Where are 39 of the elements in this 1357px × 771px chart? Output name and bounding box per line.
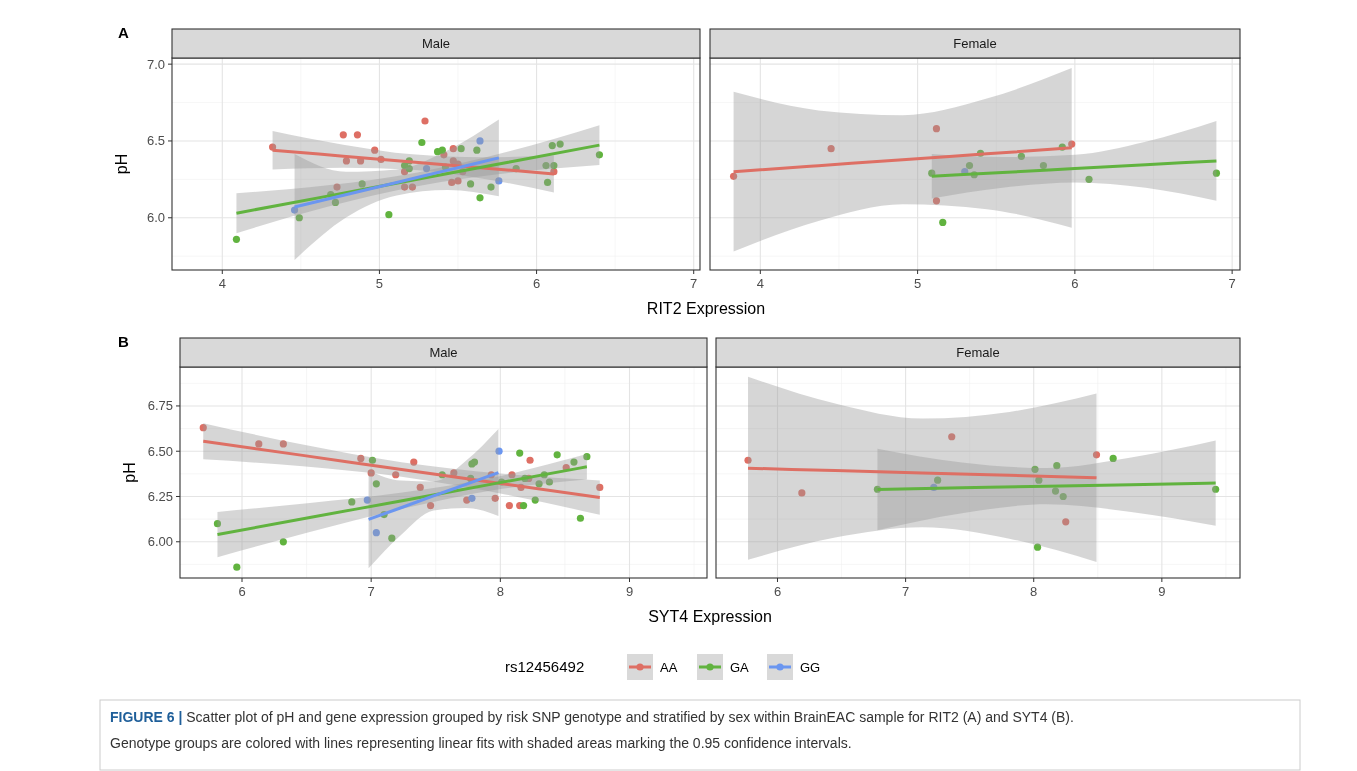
- x-tick-label: 6: [773, 584, 782, 599]
- x-tick-label: 7: [902, 584, 910, 599]
- x-tick-label: 6: [238, 584, 246, 599]
- legend-title: rs12456492: [505, 658, 585, 675]
- chart-title: Male: [421, 36, 451, 51]
- x-tick-label: 8: [496, 584, 504, 599]
- x-axis-title: RIT2 Expression: [646, 300, 766, 317]
- x-tick-label: 6: [532, 276, 541, 291]
- y-tick-label: 6.0: [146, 210, 165, 226]
- chart-title: Female: [953, 36, 997, 51]
- x-axis-title: SYT4 Expression: [648, 608, 772, 625]
- caption: FIGURE 6 | Scatter plot of pH and gene expression grouped by risk SNP genotype and stratified by sex within BrainEAC sample for RIT2 (A) and SYT4 (B).: [110, 709, 1074, 725]
- x-tick-label: 7: [690, 276, 698, 291]
- legend-label: AA: [660, 660, 678, 675]
- y-tick-label: 6.25: [147, 489, 173, 504]
- y-tick-label: 6.5: [146, 133, 165, 149]
- y-tick-label: 6.50: [147, 443, 173, 459]
- chart-title: Male: [429, 345, 458, 360]
- x-tick-label: 8: [1030, 584, 1038, 599]
- y-tick-label: 6.00: [147, 534, 173, 550]
- legend-label: GA: [730, 660, 750, 675]
- chart-title: Female: [956, 345, 1000, 360]
- x-tick-label: 5: [375, 276, 384, 291]
- x-tick-label: 5: [913, 276, 922, 291]
- x-tick-label: 7: [1228, 276, 1236, 291]
- y-tick-label: 6.75: [147, 398, 173, 414]
- x-tick-label: 4: [756, 276, 764, 291]
- text: B: [118, 333, 129, 350]
- text: Genotype groups are colored with lines representing linear fits with shaded areas marking the 0.95 confidence intervals.: [110, 735, 852, 751]
- x-tick-label: 4: [218, 276, 226, 291]
- y-axis-title: pH: [121, 462, 138, 483]
- x-tick-label: 7: [367, 584, 375, 599]
- x-tick-label: 6: [1071, 276, 1079, 291]
- x-tick-label: 9: [1158, 584, 1166, 599]
- y-tick-label: 7.0: [146, 56, 165, 72]
- y-axis-title: pH: [113, 153, 130, 175]
- text: A: [118, 24, 129, 41]
- legend-label: GG: [800, 660, 821, 675]
- x-tick-label: 9: [625, 584, 634, 599]
